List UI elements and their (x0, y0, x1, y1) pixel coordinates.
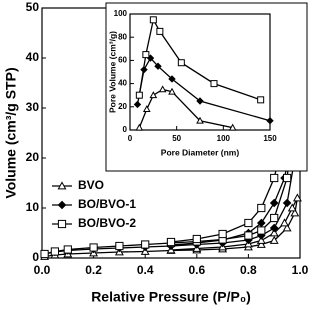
plot-frame (129, 13, 271, 131)
marker (287, 203, 297, 212)
marker (218, 229, 227, 239)
marker (196, 97, 204, 105)
marker (168, 87, 176, 95)
marker (228, 123, 237, 131)
marker (115, 241, 124, 251)
marker (256, 235, 266, 244)
marker (292, 193, 302, 202)
marker (168, 75, 176, 83)
y-tick-label: 80 (118, 32, 127, 41)
marker (244, 218, 253, 228)
marker (166, 237, 176, 247)
marker (158, 85, 167, 93)
marker (156, 27, 164, 35)
marker (269, 228, 279, 237)
marker (135, 123, 144, 131)
y-tick-label: 40 (118, 79, 127, 88)
marker (282, 223, 292, 232)
marker (244, 231, 253, 240)
marker (257, 203, 266, 213)
x-tick-label: 0 (128, 134, 133, 143)
y-tick-label: 0 (123, 125, 128, 134)
marker (269, 235, 279, 244)
marker (283, 173, 292, 183)
marker (269, 198, 279, 208)
marker (57, 181, 67, 190)
marker (50, 247, 59, 256)
x-tick-label: 50 (172, 134, 181, 143)
marker (40, 249, 49, 259)
marker (196, 116, 204, 124)
marker (142, 51, 150, 59)
marker (149, 91, 158, 99)
marker (270, 173, 279, 183)
x-tick-label: 150 (263, 134, 277, 143)
legend-label: BVO (78, 178, 104, 192)
chart: 0 10 20 30 40 50 0.0 0.2 0.4 0.6 0.8 1.0 Relative Pr… (3, 0, 309, 305)
y-tick-label: 30 (26, 100, 40, 114)
marker (133, 100, 142, 109)
x-tick-label: 100 (217, 134, 231, 143)
x-tick-label: 1.0 (292, 263, 309, 277)
x-axis-label: Pore Diameter (nm) (161, 147, 240, 157)
marker (57, 219, 67, 229)
marker (290, 208, 300, 217)
x-axis-label: Relative Pressure (P/P₀) (91, 289, 251, 305)
y-tick-label: 10 (26, 200, 40, 214)
inset-frame (105, 2, 308, 172)
legend-label: BO/BVO-2 (78, 216, 136, 230)
marker (210, 80, 218, 88)
y-axis-label: Volume (cm³/g STP) (3, 67, 19, 198)
marker (142, 105, 151, 113)
marker (177, 59, 185, 67)
marker (89, 243, 98, 252)
y-tick-label: 50 (26, 0, 40, 14)
y-tick-label: 20 (118, 102, 127, 111)
marker (192, 234, 201, 244)
x-tick-label: 0.8 (240, 263, 257, 277)
marker (135, 91, 143, 99)
x-tick-label: 0.6 (188, 263, 205, 277)
marker (149, 16, 157, 24)
y-tick-label: 40 (26, 50, 40, 64)
y-tick-label: 20 (26, 150, 40, 164)
marker (256, 239, 266, 248)
x-tick-label: 0.0 (34, 263, 51, 277)
marker (269, 223, 279, 233)
marker (280, 218, 289, 227)
marker (257, 96, 265, 104)
marker (141, 240, 150, 249)
y-axis-label: Pore Volume (cm³/g) (107, 31, 117, 113)
marker (154, 62, 162, 70)
legend-label: BO/BVO-1 (78, 197, 136, 211)
y-tick-label: 0 (32, 250, 39, 264)
x-tick-label: 0.4 (137, 263, 154, 277)
marker (270, 213, 279, 223)
marker (282, 198, 292, 208)
marker (266, 117, 274, 125)
marker (63, 245, 72, 254)
y-tick-label: 100 (114, 9, 128, 18)
marker (57, 200, 67, 210)
x-tick-label: 0.2 (85, 263, 102, 277)
marker (257, 226, 266, 235)
y-tick-label: 60 (118, 56, 127, 65)
